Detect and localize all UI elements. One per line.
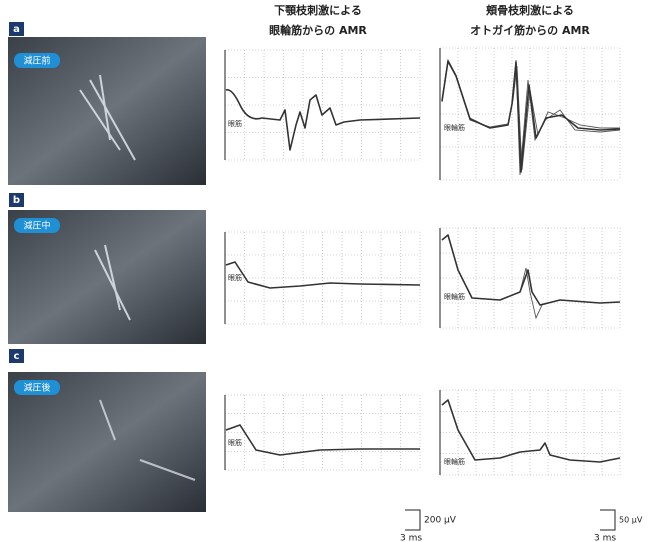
trace: [442, 235, 620, 318]
badge-text: 減圧前: [23, 55, 50, 67]
scale-time: 3 ms: [594, 534, 616, 542]
trace-label: 眼筋: [228, 273, 242, 282]
traces: [226, 60, 620, 462]
trace-label: 眼筋: [228, 119, 242, 128]
trace-label: 眼輪筋: [444, 457, 465, 466]
badge-text: 減圧中: [23, 220, 50, 232]
scale-bar: [600, 510, 615, 530]
figure: 下顎枝刺激による 眼輪筋からの AMR 頬骨枝刺激による オトガイ筋からの AM…: [0, 0, 649, 542]
trace: [226, 425, 420, 455]
trace-label: 眼輪筋: [444, 292, 465, 301]
header-left-2: 眼輪筋からの AMR: [269, 23, 367, 37]
row-label: c: [14, 351, 20, 362]
scale-amplitude: 50 μV: [619, 516, 643, 525]
header-left-1: 下顎枝刺激による: [274, 3, 362, 17]
trace: [442, 61, 620, 172]
row-label: a: [13, 24, 20, 35]
scale-amplitude: 200 μV: [424, 516, 457, 526]
header-right-1: 頬骨枝刺激による: [486, 3, 574, 17]
trace-label: 眼輪筋: [444, 123, 465, 132]
row-b: b 減圧中: [8, 193, 206, 344]
trace: [226, 262, 420, 288]
badge-text: 減圧後: [23, 382, 50, 394]
trace-label: 眼筋: [228, 438, 242, 447]
trace: [226, 90, 420, 150]
scale-bar: [405, 510, 420, 530]
scale-time: 3 ms: [400, 534, 422, 542]
row-label: b: [13, 195, 20, 206]
header-right-2: オトガイ筋からの AMR: [470, 23, 590, 37]
row-c: c 減圧後: [8, 349, 206, 512]
row-a: a 減圧前: [8, 22, 206, 185]
trace: [442, 400, 620, 462]
